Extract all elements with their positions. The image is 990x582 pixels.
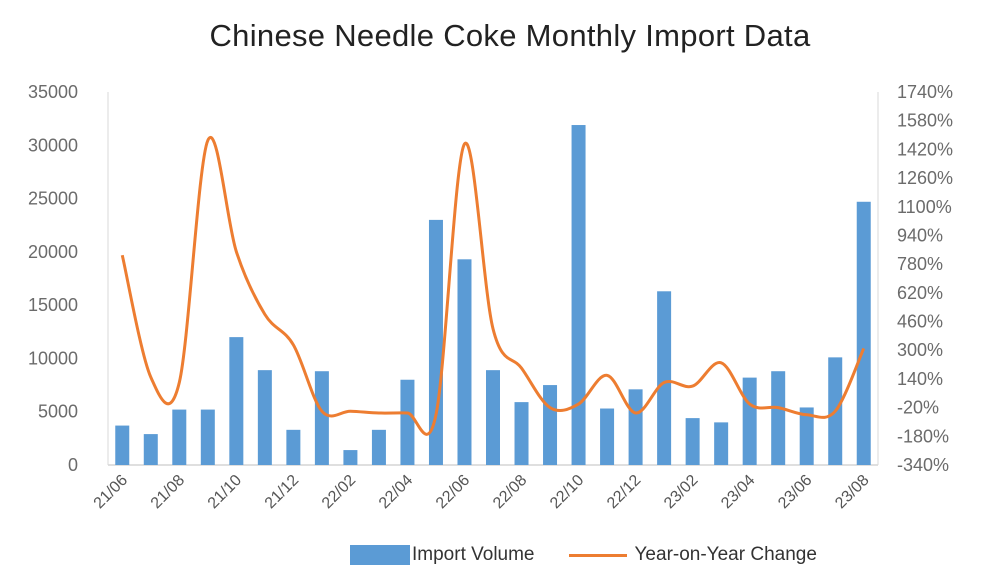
x-tick-label: 23/08 <box>832 472 872 512</box>
x-tick-label: 22/08 <box>490 472 530 512</box>
x-tick-label: 23/06 <box>775 472 815 512</box>
bar-22-01 <box>314 371 329 465</box>
yoy-change-line <box>120 136 866 436</box>
y-right-tick-label: -340% <box>897 455 949 475</box>
bar-21-12 <box>286 429 301 465</box>
bar-21-06 <box>115 425 130 465</box>
y-left-tick-label: 0 <box>68 455 78 475</box>
bar-23-04 <box>742 377 757 465</box>
y-right-tick-label: 940% <box>897 225 943 245</box>
y-right-tick-label: -180% <box>897 426 949 446</box>
bar-22-03 <box>371 429 386 465</box>
y-right-tick-label: 620% <box>897 283 943 303</box>
bar-23-01 <box>657 291 672 465</box>
y-left-tick-label: 10000 <box>28 348 78 368</box>
bar-21-07 <box>143 434 158 465</box>
bar-22-06 <box>457 259 472 465</box>
x-tick-label: 22/04 <box>376 472 416 512</box>
bar-series <box>115 125 871 466</box>
bar-22-12 <box>628 389 643 465</box>
y-left-tick-label: 25000 <box>28 189 78 209</box>
x-tick-label: 22/06 <box>433 472 473 512</box>
bar-23-05 <box>771 371 786 465</box>
y-right-tick-label: 1100% <box>897 197 952 217</box>
legend-item-import-volume: Import Volume <box>350 544 535 566</box>
bar-21-10 <box>229 337 244 465</box>
x-tick-label: 22/12 <box>604 472 644 512</box>
x-tick-label: 22/02 <box>319 472 359 512</box>
x-tick-label: 22/10 <box>547 472 587 512</box>
y-right-tick-label: 780% <box>897 254 943 274</box>
legend: Import Volume Year-on-Year Change <box>350 541 851 569</box>
bar-22-08 <box>514 402 529 465</box>
bar-21-08 <box>172 409 187 465</box>
bar-22-07 <box>486 370 500 465</box>
y-right-tick-label: -20% <box>897 398 939 418</box>
legend-swatch-bar <box>350 545 410 565</box>
bar-22-02 <box>343 450 358 465</box>
bar-21-09 <box>200 409 215 465</box>
y-right-tick-label: 1420% <box>897 139 953 159</box>
y-right-tick-label: 1260% <box>897 168 953 188</box>
bar-22-10 <box>571 125 586 465</box>
bar-22-09 <box>543 385 558 465</box>
bar-22-11 <box>600 408 615 465</box>
y-right-tick-label: 460% <box>897 312 943 332</box>
legend-item-yoy-change: Year-on-Year Change <box>568 544 817 566</box>
y-right-tick-label: 1580% <box>897 111 953 131</box>
bar-22-05 <box>428 219 443 465</box>
x-tick-label: 21/06 <box>91 472 131 512</box>
y-right-tick-label: 140% <box>897 369 943 389</box>
y-left-tick-label: 5000 <box>38 402 78 422</box>
x-tick-label: 23/02 <box>661 472 701 512</box>
line-series <box>120 136 866 436</box>
bar-23-06 <box>799 407 814 465</box>
x-tick-label: 21/10 <box>205 472 245 512</box>
y-left-tick-label: 15000 <box>28 295 78 315</box>
x-tick-label: 21/12 <box>262 472 302 512</box>
bar-23-08 <box>856 201 871 466</box>
y-left-tick-label: 30000 <box>28 135 78 155</box>
chart-title: Chinese Needle Coke Monthly Import Data <box>209 18 811 53</box>
y-left-tick-label: 35000 <box>28 82 78 102</box>
y-right-tick-label: 300% <box>897 340 943 360</box>
legend-label-yoy-change: Year-on-Year Change <box>634 544 817 565</box>
x-tick-label: 21/08 <box>148 472 188 512</box>
y-left-tick-label: 20000 <box>28 242 78 262</box>
legend-label-import-volume: Import Volume <box>412 544 535 565</box>
bar-21-11 <box>257 370 272 465</box>
bar-22-04 <box>400 379 415 465</box>
x-tick-label: 23/04 <box>718 472 758 512</box>
bar-23-03 <box>714 422 729 465</box>
bar-23-02 <box>685 418 700 465</box>
y-right-tick-label: 1740% <box>897 82 953 102</box>
legend-swatch-line <box>568 553 627 557</box>
